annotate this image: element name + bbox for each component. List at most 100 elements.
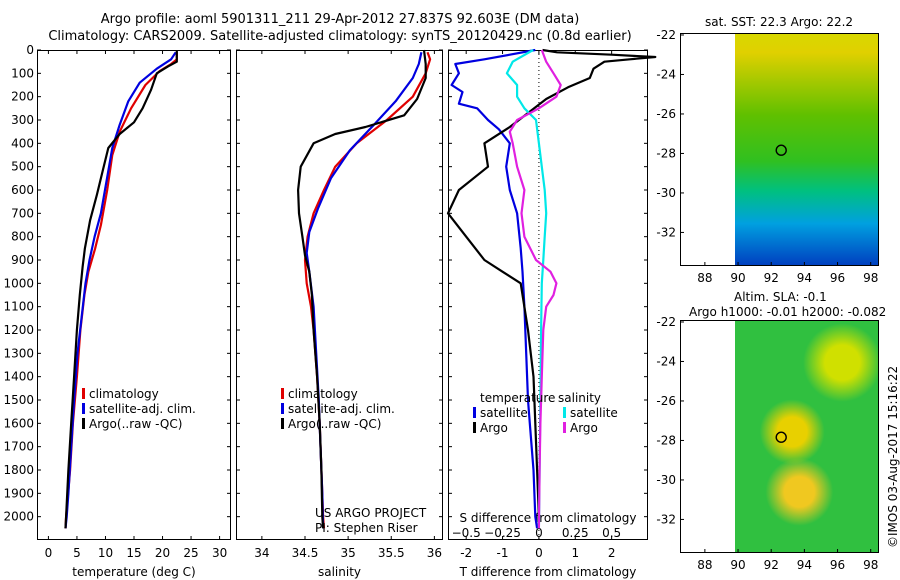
salinity-diff-tick-0: 0 [535,526,543,540]
panel1-xtick-label-20: 20 [155,546,170,560]
panel2-legend-swatch-satellite-adj-clim [281,403,284,414]
depth-tick-label-900: 900 [11,253,34,267]
panel3-series-temperature-argo [446,48,657,529]
panel3-xlabel: T difference from climatology [459,565,637,579]
depth-tick-label-1000: 1000 [3,276,34,290]
legend-swatch-temperature-satellite [473,407,476,418]
legend-label-temperature-satellite: satellite [480,406,528,420]
salinity-diff-tick-0-5: 0.5 [602,526,621,540]
salinity-diff-axis-label: S difference from climatology [460,511,637,525]
depth-tick-label-300: 300 [11,113,34,127]
sla-map-xtick-label-88: 88 [697,558,712,572]
depth-tick-label-1400: 1400 [3,370,34,384]
legend-label-salinity-argo: Argo [570,421,598,435]
panel2-annotation-1: US ARGO PROJECT [315,506,427,520]
sst-map-ytick-label-30: -30 [656,186,676,200]
panel1-xtick-label-10: 10 [98,546,113,560]
sst-map-xtick-label-90: 90 [730,271,745,285]
depth-tick-label-1100: 1100 [3,300,34,314]
sla-map-xtick-label-96: 96 [830,558,845,572]
legend-swatch-salinity-argo [563,422,566,433]
sst-map-xtick-label-88: 88 [697,271,712,285]
sla-map-xtick-label-94: 94 [797,558,812,572]
depth-tick-label-800: 800 [11,230,34,244]
header-line-2: Climatology: CARS2009. Satellite-adjuste… [48,29,632,44]
sla-map-ytick-label-28: -28 [656,433,676,447]
sla-map-ytick-label-22: -22 [656,315,676,329]
depth-tick-label-200: 200 [11,90,34,104]
panel2-legend-swatch-argo-raw-qc [281,418,284,429]
panel2-annotation-2: PI: Stephen Riser [315,521,418,535]
panel1-legend-swatch-climatology [82,388,85,399]
depth-tick-label-1300: 1300 [3,346,34,360]
depth-tick-label-100: 100 [11,66,34,80]
panel1-series-satellite-adj-clim [64,51,177,529]
panel1-xtick-label-5: 5 [73,546,81,560]
legend-label-temperature-argo: Argo [480,421,508,435]
sst-map-ytick-label-22: -22 [656,28,676,42]
sla-map-image [735,321,878,552]
difference-plot-frame [448,50,648,540]
depth-tick-label-1200: 1200 [3,323,34,337]
panel3-xtick-label-1: 1 [571,546,579,560]
panel2-legend-label-satellite-adj-clim: satellite-adj. clim. [288,402,395,416]
depth-tick-label-2000: 2000 [3,510,34,524]
header-line-1: Argo profile: aoml 5901311_211 29-Apr-20… [100,12,580,27]
depth-tick-label-1900: 1900 [3,486,34,500]
panel1-legend-swatch-argo-raw-qc [82,418,85,429]
legend-swatch-temperature-argo [473,422,476,433]
depth-tick-label-600: 600 [11,183,34,197]
panel1-legend-label-satellite-adj-clim: satellite-adj. clim. [89,402,196,416]
panel1-legend-label-argo-raw-qc: Argo(..raw -QC) [89,417,182,431]
panel2-xtick-label-35: 35 [340,546,355,560]
depth-tick-label-1500: 1500 [3,393,34,407]
panel1-legend-label-climatology: climatology [89,387,159,401]
legend-group-title-salinity: salinity [558,391,601,405]
salinity-diff-tick-0-25: −0.25 [484,526,521,540]
depth-tick-label-400: 400 [11,136,34,150]
depth-tick-label-0: 0 [26,43,34,57]
panel3-series-salinity-argo [508,49,562,529]
depth-tick-label-1700: 1700 [3,440,34,454]
panel2-series-satellite-adj-clim [305,52,423,529]
sla-map-ytick-label-32: -32 [656,512,676,526]
panel1-xtick-label-0: 0 [45,546,53,560]
panel2-legend-label-climatology: climatology [288,387,358,401]
panel3-series-salinity-satellite [505,49,548,529]
sst-map-image [735,34,878,265]
panel2-legend-swatch-climatology [281,388,284,399]
sla-map-ytick-label-26: -26 [656,394,676,408]
panel2-series-climatology [303,51,432,529]
sst-map-ytick-label-32: -32 [656,225,676,239]
sla-argo-location-marker [775,431,787,443]
panel3-xtick-label-1: -1 [497,546,509,560]
panel2-xtick-label-36: 36 [427,546,442,560]
panel3-series-temperature-satellite [450,48,539,529]
sst-map-xtick-label-92: 92 [764,271,779,285]
sst-map-ytick-label-28: -28 [656,146,676,160]
sst-map-xtick-label-98: 98 [863,271,878,285]
sla-map-title-1: Altim. SLA: -0.1 [734,290,827,304]
sla-map-ytick-label-24: -24 [656,354,676,368]
sla-map-ytick-label-30: -30 [656,473,676,487]
panel1-series-argo-raw-qc [64,50,178,529]
legend-group-title-temperature: temperature [480,391,555,405]
sla-map-xtick-label-92: 92 [764,558,779,572]
sla-map-title-2: Argo h1000: -0.01 h2000: -0.082 [689,305,887,319]
sst-map-ytick-label-24: -24 [656,67,676,81]
panel2-xtick-label-35-5: 35.5 [378,546,405,560]
panel2-xtick-label-34-5: 34.5 [292,546,319,560]
sst-map-frame [680,33,879,266]
salinity-diff-tick-0-5: −0.5 [452,526,481,540]
sla-map-frame [680,320,879,553]
depth-tick-label-500: 500 [11,160,34,174]
panel2-legend-label-argo-raw-qc: Argo(..raw -QC) [288,417,381,431]
panel3-xtick-label-2: 2 [608,546,616,560]
salinity-plot-frame [236,50,443,540]
panel3-xtick-label-0: 0 [535,546,543,560]
legend-swatch-salinity-satellite [563,407,566,418]
sst-argo-location-marker [775,144,787,156]
panel1-xtick-label-25: 25 [183,546,198,560]
panel2-series-argo-raw-qc [297,49,427,529]
